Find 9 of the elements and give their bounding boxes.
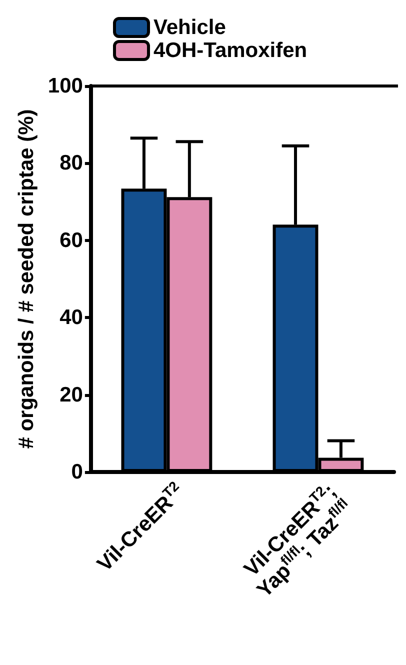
- y-tick-label: 0: [71, 460, 83, 484]
- y-tick-label: 20: [60, 383, 83, 406]
- y-tick-label: 80: [60, 152, 83, 175]
- y-axis-title: # organoids / # seeded criptae (%): [15, 109, 38, 449]
- y-tick-label: 100: [48, 74, 83, 98]
- legend-label: Vehicle: [154, 16, 226, 39]
- y-tick-label: 40: [60, 306, 83, 330]
- y-tick-label: 60: [60, 228, 83, 252]
- legend-label: 4OH-Tamoxifen: [154, 39, 308, 62]
